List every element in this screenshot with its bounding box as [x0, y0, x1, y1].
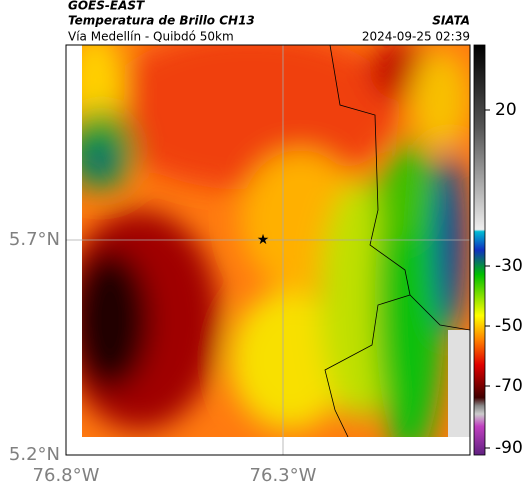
- colorbar-tick-label: 20: [495, 100, 517, 120]
- source: SIATA: [432, 14, 470, 28]
- colorbar-tick-label: -70: [495, 376, 523, 396]
- colorbar: [473, 44, 486, 456]
- colorbar-tick-label: -30: [495, 256, 523, 276]
- lon-label: 76.8°W: [33, 465, 100, 486]
- colorbar-ticks: 20 -30 -50 -70 -90: [485, 100, 523, 458]
- colorbar-tick-label: -50: [495, 316, 523, 336]
- location-star: ★: [257, 232, 270, 248]
- timestamp: 2024-09-25 02:39: [362, 30, 470, 44]
- colorbar-tick-label: -90: [495, 438, 523, 458]
- lat-label: 5.7°N: [9, 229, 60, 250]
- satellite: GOES-EAST: [68, 0, 145, 13]
- product: Temperatura de Brillo CH13: [68, 14, 255, 28]
- lat-label: 5.2°N: [9, 444, 60, 465]
- lon-label: 76.3°W: [250, 465, 317, 486]
- map-frame: [65, 44, 471, 456]
- route: Vía Medellín - Quibdó 50km: [68, 30, 234, 44]
